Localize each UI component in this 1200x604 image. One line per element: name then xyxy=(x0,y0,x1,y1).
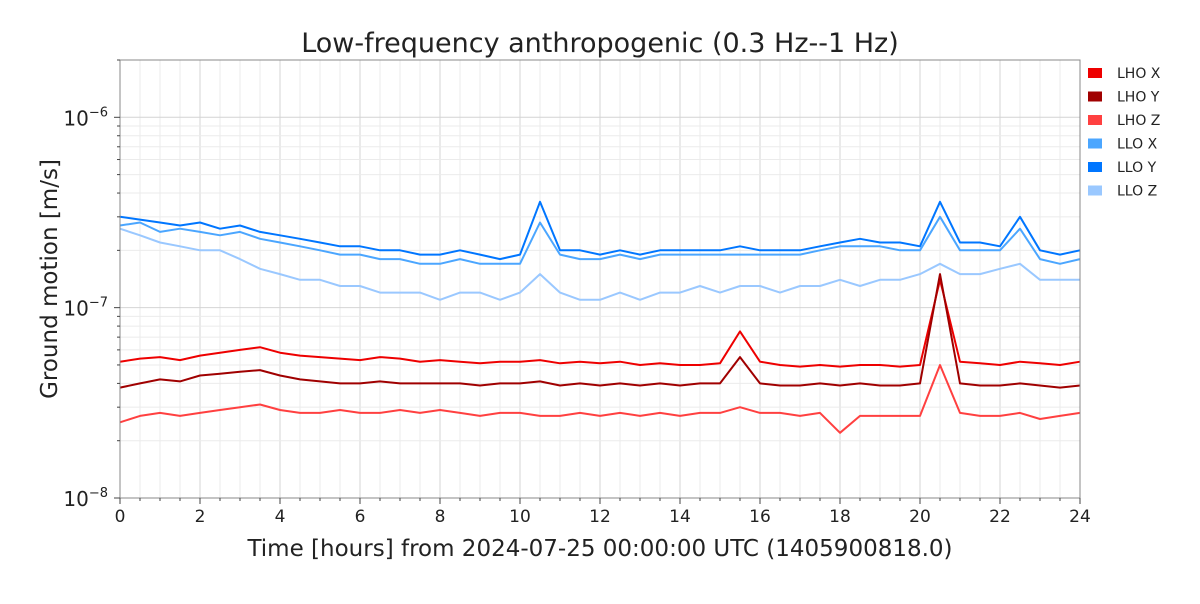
series-line-lho-x xyxy=(119,278,1081,368)
x-tick-label: 22 xyxy=(989,507,1011,527)
legend-swatch xyxy=(1088,138,1102,149)
x-tick-label: 10 xyxy=(509,507,531,527)
legend-label: LLO X xyxy=(1117,137,1158,153)
x-tick-label: 6 xyxy=(355,507,366,527)
series-line-llo-x xyxy=(119,215,1081,265)
series-line-lho-z xyxy=(119,364,1081,434)
legend-swatch xyxy=(1088,185,1102,196)
legend-label: LLO Y xyxy=(1117,160,1157,176)
x-tick-label: 24 xyxy=(1069,507,1091,527)
legend-swatch xyxy=(1088,162,1102,172)
x-tick-label: 0 xyxy=(115,507,126,527)
legend-label: LLO Z xyxy=(1117,184,1157,200)
x-tick-label: 18 xyxy=(829,507,851,527)
x-tick-label: 20 xyxy=(909,507,931,527)
y-tick-label: 10−6 xyxy=(63,105,108,130)
x-tick-label: 2 xyxy=(195,507,206,527)
y-tick-label: 10−7 xyxy=(63,296,108,321)
x-tick-label: 12 xyxy=(589,507,611,527)
legend-label: LHO X xyxy=(1117,66,1161,82)
grid xyxy=(119,59,1081,499)
x-tick-label: 8 xyxy=(435,507,446,527)
x-tick-label: 14 xyxy=(669,507,691,527)
chart-title: Low-frequency anthropogenic (0.3 Hz--1 H… xyxy=(301,28,899,59)
x-tick-label: 16 xyxy=(749,507,771,527)
series-line-llo-y xyxy=(119,200,1081,261)
legend-label: LHO Z xyxy=(1117,113,1160,129)
legend-swatch xyxy=(1088,68,1102,78)
y-tick-label: 10−8 xyxy=(63,486,108,511)
x-tick-label: 4 xyxy=(275,507,286,527)
x-axis-label: Time [hours] from 2024-07-25 00:00:00 UT… xyxy=(246,536,952,562)
y-axis-label: Ground motion [m/s] xyxy=(37,159,63,399)
legend-label: LHO Y xyxy=(1117,90,1160,106)
series-lines xyxy=(119,200,1081,434)
series-line-lho-y xyxy=(119,273,1081,389)
legend-swatch xyxy=(1088,115,1102,125)
legend-swatch xyxy=(1088,91,1102,102)
series-line-llo-z xyxy=(119,227,1080,301)
legend: LHO X LHO Y LHO Z LLO X LLO Y LLO Z xyxy=(1088,66,1161,200)
